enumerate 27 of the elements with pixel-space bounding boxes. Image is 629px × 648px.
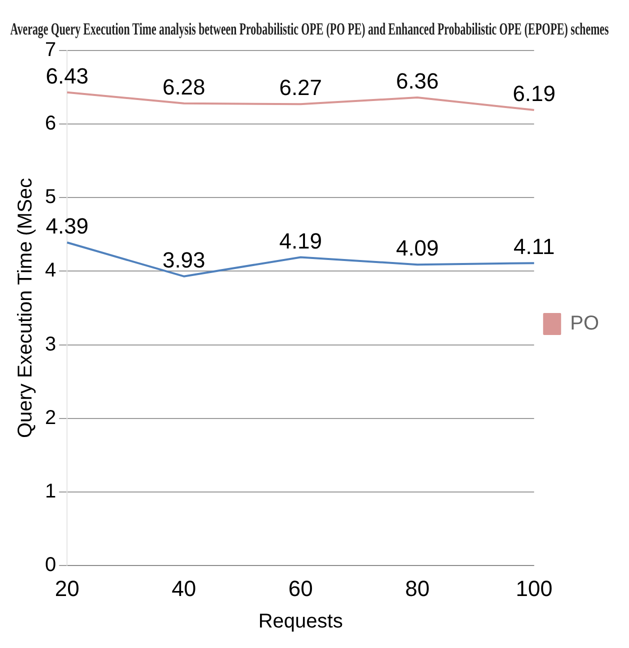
y-tick-label: 0 xyxy=(45,554,56,576)
y-tick-label: 5 xyxy=(45,186,56,208)
data-label: 6.27 xyxy=(279,75,322,100)
y-tick-label: 4 xyxy=(45,260,56,282)
data-label: 6.19 xyxy=(512,81,556,106)
x-tick-label: 40 xyxy=(172,576,196,601)
data-label: 4.39 xyxy=(46,214,89,239)
y-tick-label: 6 xyxy=(45,112,56,135)
x-tick-label: 100 xyxy=(516,576,552,601)
y-axis-title: Query Execution Time (MSec xyxy=(14,178,37,438)
y-tick-label: 7 xyxy=(45,38,56,61)
chart-title: Average Query Execution Time analysis between Probabilistic OPE (PO PE) and Enhanced Probabilistic OPE (EPOPE) schemes xyxy=(10,20,610,40)
data-label: 6.43 xyxy=(46,63,89,88)
legend-label: PO xyxy=(570,312,600,335)
data-label: 6.28 xyxy=(162,74,206,100)
x-tick-label: 80 xyxy=(405,576,430,601)
y-tick-label: 2 xyxy=(45,406,56,429)
y-tick-label: 3 xyxy=(45,333,56,356)
data-label: 4.11 xyxy=(514,234,555,260)
x-tick-label: 20 xyxy=(54,576,80,601)
data-label: 6.36 xyxy=(396,68,439,94)
x-tick-label: 60 xyxy=(288,576,313,601)
data-label: 4.09 xyxy=(396,236,439,261)
data-label: 3.93 xyxy=(162,247,206,272)
x-axis-title: Requests xyxy=(258,610,343,633)
data-label: 4.19 xyxy=(279,228,322,254)
y-tick-label: 1 xyxy=(45,480,56,503)
